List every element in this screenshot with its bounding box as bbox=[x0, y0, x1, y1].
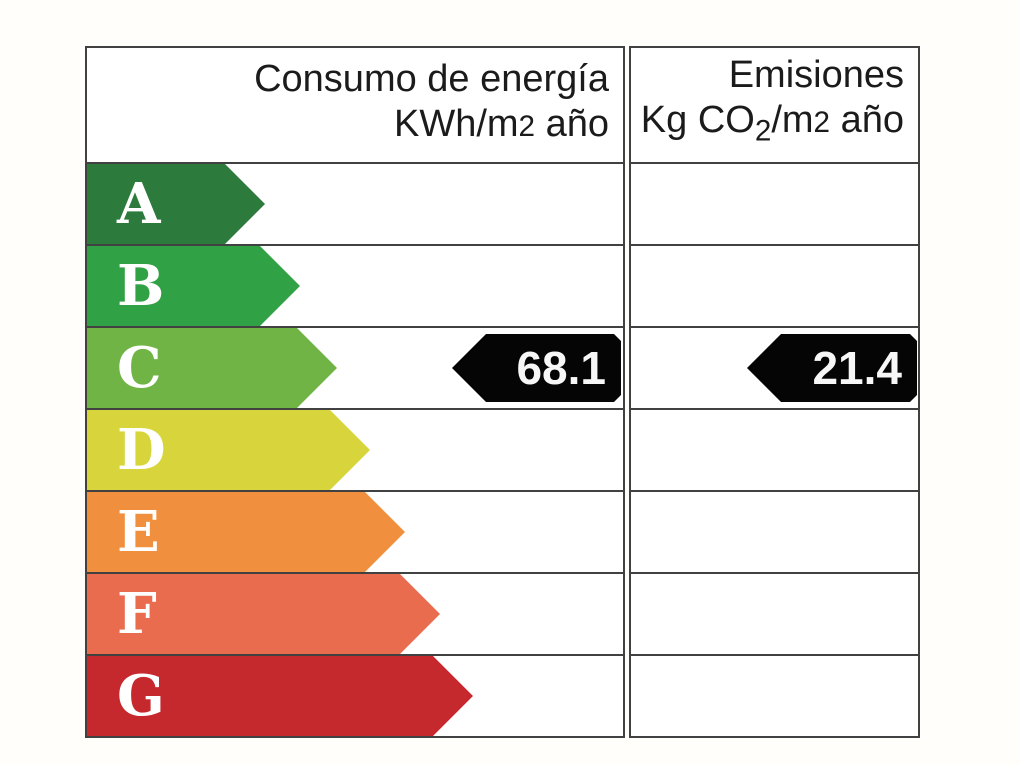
emissions-value: 21.4 bbox=[812, 342, 902, 394]
consumption-unit-exponent: 2 bbox=[518, 110, 536, 143]
consumption-header-title: Consumo de energía bbox=[254, 58, 609, 100]
rating-row-f: F bbox=[87, 572, 623, 654]
emissions-unit-exponent: 2 bbox=[813, 105, 831, 139]
consumption-value-arrow: 68.1 bbox=[452, 334, 621, 402]
emissions-header-units: Kg CO2/m2 año bbox=[641, 98, 904, 153]
rating-bar-b: B bbox=[87, 246, 300, 326]
emissions-unit-post: año bbox=[830, 98, 904, 141]
rating-row-e: E bbox=[87, 490, 623, 572]
consumption-header: Consumo de energía KWh/m2 año bbox=[87, 48, 623, 162]
rating-row-a: A bbox=[87, 162, 623, 244]
consumption-value: 68.1 bbox=[516, 342, 606, 394]
rating-letter-e: E bbox=[117, 499, 160, 565]
emissions-value-arrow: 21.4 bbox=[747, 334, 917, 402]
rating-letter-f: F bbox=[117, 581, 157, 647]
rating-bar-e: E bbox=[87, 492, 405, 572]
emissions-row-b bbox=[631, 244, 918, 326]
emissions-co2-subscript: 2 bbox=[754, 114, 772, 148]
rating-bar-f: F bbox=[87, 574, 440, 654]
emissions-row-g bbox=[631, 654, 918, 736]
rating-row-b: B bbox=[87, 244, 623, 326]
rating-letter-c: C bbox=[117, 335, 162, 401]
rating-row-c: C 68.1 bbox=[87, 326, 623, 408]
emissions-unit-pre: Kg CO bbox=[640, 98, 755, 141]
column-consumption: Consumo de energía KWh/m2 año A B C 68.1… bbox=[85, 46, 625, 738]
emissions-row-a bbox=[631, 162, 918, 244]
emissions-header-title: Emisiones bbox=[728, 53, 904, 96]
emissions-unit-mid: /m bbox=[771, 98, 814, 141]
rating-letter-a: A bbox=[117, 171, 161, 237]
rating-letter-d: D bbox=[117, 417, 166, 483]
rating-bar-a: A bbox=[87, 164, 265, 244]
rating-bar-g: G bbox=[87, 656, 473, 736]
emissions-row-c: 21.4 bbox=[631, 326, 918, 408]
rating-bar-d: D bbox=[87, 410, 370, 490]
rating-bar-c: C bbox=[87, 328, 337, 408]
emissions-header: Emisiones Kg CO2/m2 año bbox=[631, 48, 918, 162]
rating-row-g: G bbox=[87, 654, 623, 736]
consumption-unit-pre: KWh/m bbox=[393, 103, 519, 145]
emissions-row-e bbox=[631, 490, 918, 572]
consumption-unit-post: año bbox=[535, 103, 609, 145]
column-emissions: Emisiones Kg CO2/m2 año 21.4 bbox=[629, 46, 920, 738]
emissions-row-f bbox=[631, 572, 918, 654]
rating-letter-g: G bbox=[117, 663, 165, 729]
consumption-header-units: KWh/m2 año bbox=[394, 102, 609, 149]
emissions-row-d bbox=[631, 408, 918, 490]
rating-letter-b: B bbox=[117, 253, 165, 319]
rating-row-d: D bbox=[87, 408, 623, 490]
